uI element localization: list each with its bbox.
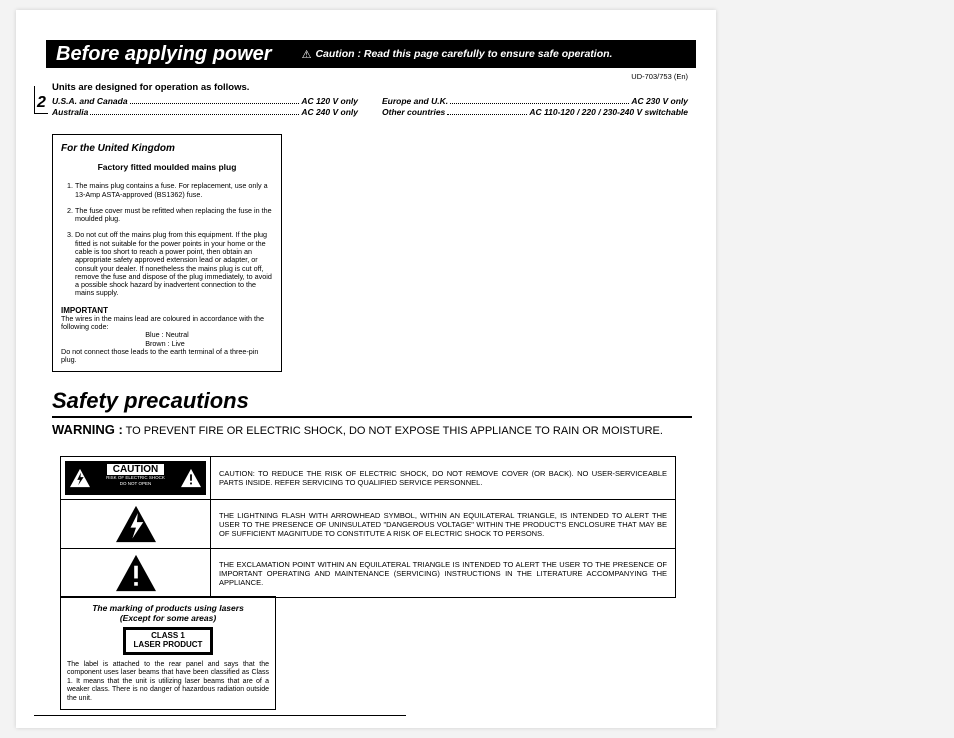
region-value: AC 240 V only bbox=[301, 107, 358, 117]
warning-text: TO PREVENT FIRE OR ELECTRIC SHOCK, DO NO… bbox=[126, 425, 663, 437]
region-value: AC 120 V only bbox=[301, 96, 358, 106]
bottom-rule bbox=[34, 715, 406, 716]
uk-note: Do not connect those leads to the earth … bbox=[61, 348, 273, 365]
warning-line: WARNING : TO PREVENT FIRE OR ELECTRIC SH… bbox=[52, 422, 676, 437]
leader-dots bbox=[130, 98, 300, 104]
leader-dots bbox=[450, 98, 629, 104]
spacer bbox=[358, 96, 382, 118]
laser-box: The marking of products using lasers (Ex… bbox=[60, 596, 276, 710]
page-number: 2 bbox=[34, 86, 48, 114]
region-name: Europe and U.K. bbox=[382, 96, 448, 106]
caution-text: CAUTION: TO REDUCE THE RISK OF ELECTRIC … bbox=[211, 457, 675, 499]
manual-page: Before applying power ⚠ Caution : Read t… bbox=[16, 10, 716, 728]
exclamation-triangle-icon bbox=[114, 553, 158, 593]
region-col-left: U.S.A. and Canada AC 120 V only Australi… bbox=[52, 96, 358, 118]
caution-row-lightning: THE LIGHTNING FLASH WITH ARROWHEAD SYMBO… bbox=[61, 500, 675, 549]
lightning-triangle-icon bbox=[69, 468, 91, 488]
uk-title: For the United Kingdom bbox=[61, 143, 273, 155]
region-row: U.S.A. and Canada AC 120 V only bbox=[52, 96, 358, 107]
region-row: Australia AC 240 V only bbox=[52, 107, 358, 118]
caution-row-exclaim: THE EXCLAMATION POINT WITHIN AN EQUILATE… bbox=[61, 549, 675, 597]
laser-badge-line2: LASER PRODUCT bbox=[126, 641, 210, 650]
laser-body: The label is attached to the rear panel … bbox=[67, 661, 269, 703]
leader-dots bbox=[447, 109, 527, 115]
region-name: U.S.A. and Canada bbox=[52, 96, 128, 106]
uk-subtitle: Factory fitted moulded mains plug bbox=[61, 163, 273, 173]
uk-item: The fuse cover must be refitted when rep… bbox=[75, 207, 273, 224]
units-intro: Units are designed for operation as foll… bbox=[52, 82, 249, 93]
voltage-region-grid: U.S.A. and Canada AC 120 V only Australi… bbox=[52, 96, 688, 118]
laser-title-1: The marking of products using lasers bbox=[67, 603, 269, 613]
region-row: Other countries AC 110-120 / 220 / 230-2… bbox=[382, 107, 688, 118]
region-row: Europe and U.K. AC 230 V only bbox=[382, 96, 688, 107]
warning-label: WARNING : bbox=[52, 422, 123, 437]
region-value: AC 110-120 / 220 / 230-240 V switchable bbox=[529, 107, 688, 117]
caution-text: THE EXCLAMATION POINT WITHIN AN EQUILATE… bbox=[211, 549, 675, 597]
caution-label-cell: CAUTION RISK OF ELECTRIC SHOCK DO NOT OP… bbox=[61, 457, 211, 499]
caution-text: THE LIGHTNING FLASH WITH ARROWHEAD SYMBO… bbox=[211, 500, 675, 548]
safety-title: Safety precautions bbox=[52, 388, 692, 418]
uk-plug-box: For the United Kingdom Factory fitted mo… bbox=[52, 134, 282, 372]
caution-icon-cell bbox=[61, 549, 211, 597]
caution-triangle-icon: ⚠ bbox=[302, 48, 312, 61]
caution-label-box: CAUTION RISK OF ELECTRIC SHOCK DO NOT OP… bbox=[65, 461, 206, 495]
region-name: Australia bbox=[52, 107, 88, 117]
region-col-right: Europe and U.K. AC 230 V only Other coun… bbox=[382, 96, 688, 118]
uk-wire-code: Blue : Neutral Brown : Live bbox=[61, 331, 273, 348]
caution-row-header: CAUTION RISK OF ELECTRIC SHOCK DO NOT OP… bbox=[61, 457, 675, 500]
caution-table: CAUTION RISK OF ELECTRIC SHOCK DO NOT OP… bbox=[60, 456, 676, 598]
exclamation-triangle-icon bbox=[180, 468, 202, 488]
lightning-triangle-icon bbox=[114, 504, 158, 544]
header-caution-text: Caution : Read this page carefully to en… bbox=[315, 48, 612, 60]
region-value: AC 230 V only bbox=[631, 96, 688, 106]
caution-icon-cell bbox=[61, 500, 211, 548]
uk-important-text: The wires in the mains lead are coloured… bbox=[61, 315, 273, 332]
uk-item: The mains plug contains a fuse. For repl… bbox=[75, 182, 273, 199]
laser-title-2: (Except for some areas) bbox=[67, 613, 269, 623]
header-title: Before applying power bbox=[56, 43, 272, 66]
leader-dots bbox=[90, 109, 299, 115]
header-bar: Before applying power ⚠ Caution : Read t… bbox=[46, 40, 696, 68]
uk-list: The mains plug contains a fuse. For repl… bbox=[61, 182, 273, 297]
region-name: Other countries bbox=[382, 107, 445, 117]
doc-code: UD-703/753 (En) bbox=[631, 72, 688, 81]
uk-item: Do not cut off the mains plug from this … bbox=[75, 231, 273, 297]
laser-class-badge: CLASS 1 LASER PRODUCT bbox=[123, 627, 213, 655]
